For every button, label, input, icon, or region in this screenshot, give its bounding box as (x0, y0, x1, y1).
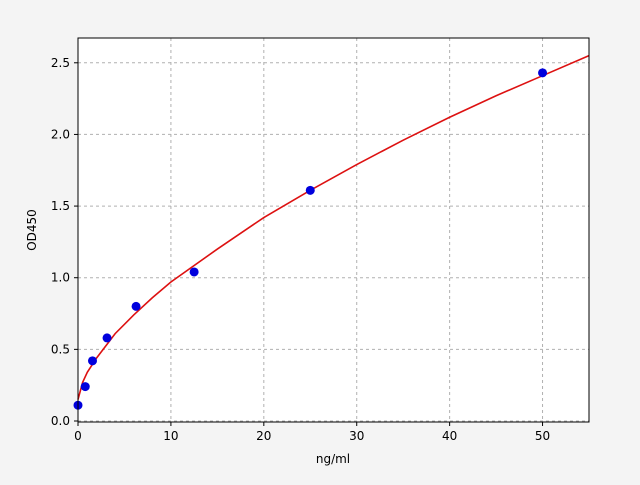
data-point (189, 267, 199, 277)
data-point (305, 185, 315, 195)
y-axis-label: OD450 (25, 209, 39, 251)
x-tick-label: 50 (535, 429, 550, 443)
x-tick-label: 20 (256, 429, 271, 443)
plot-frame (77, 37, 590, 423)
x-tick-label: 40 (442, 429, 457, 443)
plot-area (78, 38, 589, 422)
y-tick-label: 0.0 (51, 414, 70, 428)
x-axis-label: ng/ml (316, 452, 350, 466)
x-tick-label: 30 (349, 429, 364, 443)
y-tick-label: 1.5 (51, 199, 70, 213)
data-point (87, 356, 97, 366)
data-point (131, 301, 141, 311)
data-point (80, 382, 90, 392)
y-tick-label: 0.5 (51, 342, 70, 356)
y-tick-label: 2.0 (51, 127, 70, 141)
x-tick-label: 0 (74, 429, 82, 443)
data-point (538, 68, 548, 78)
x-tick-label: 10 (163, 429, 178, 443)
y-tick-label: 2.5 (51, 56, 70, 70)
y-tick-label: 1.0 (51, 271, 70, 285)
data-point (102, 333, 112, 343)
